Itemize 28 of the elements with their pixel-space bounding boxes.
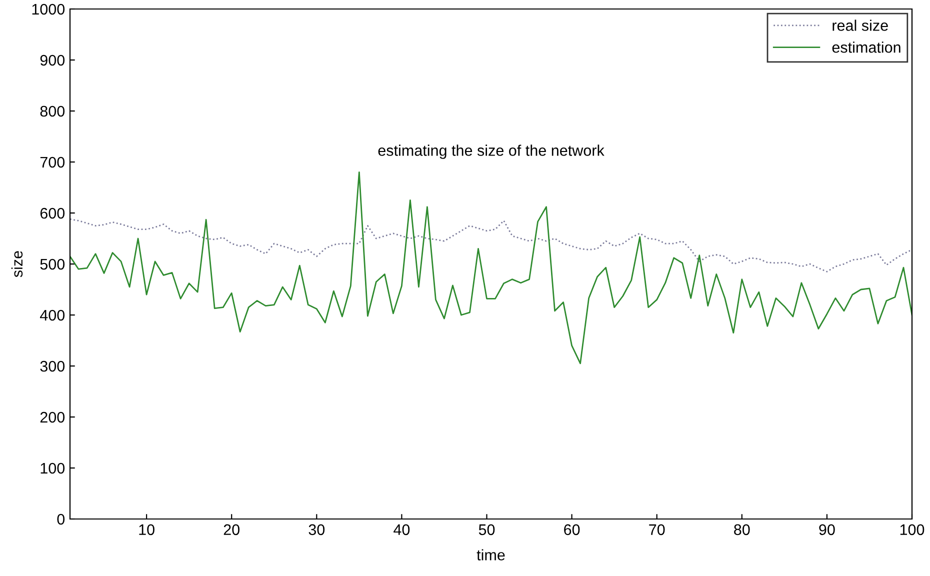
legend-label: real size	[832, 20, 888, 31]
x-tick-label: 50	[478, 524, 495, 536]
y-tick-label: 800	[40, 106, 65, 117]
y-tick-label: 300	[40, 360, 65, 372]
x-tick-label: 70	[649, 524, 665, 536]
x-tick-label: 40	[394, 524, 410, 536]
line-series	[70, 172, 912, 364]
x-tick-label: 100	[900, 524, 924, 536]
text: estimating the size of the network	[378, 144, 604, 159]
y-tick-label: 400	[40, 310, 65, 321]
y-tick-label: 100	[40, 462, 65, 474]
x-tick-label: 20	[224, 524, 240, 536]
y-tick-label: 0	[57, 514, 65, 525]
x-tick-label: 80	[734, 524, 750, 536]
x-tick-label: 10	[139, 524, 154, 536]
legend-label: estimation	[832, 42, 900, 53]
y-tick-label: 500	[40, 258, 65, 270]
x-tick-label: 60	[564, 524, 580, 536]
x-axis-title: time	[476, 549, 505, 560]
x-tick-label: 90	[819, 524, 835, 536]
y-tick-label: 700	[40, 156, 65, 168]
y-tick-label: 900	[40, 54, 65, 66]
y-axis-title: size	[11, 251, 23, 278]
y-tick-label: 1000	[32, 4, 65, 15]
y-tick-label: 600	[40, 208, 65, 219]
x-tick-label: 30	[308, 524, 325, 536]
line-series	[70, 218, 912, 272]
y-tick-label: 200	[40, 412, 65, 423]
